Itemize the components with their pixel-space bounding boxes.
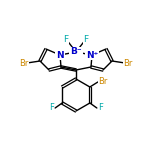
- Text: F: F: [63, 35, 69, 43]
- Text: F: F: [83, 35, 89, 43]
- Text: N: N: [56, 50, 64, 59]
- Text: Br: Br: [123, 59, 133, 67]
- Text: Br: Br: [98, 78, 108, 86]
- Text: B⁻: B⁻: [70, 47, 82, 57]
- Text: N⁺: N⁺: [86, 50, 98, 59]
- Text: F: F: [49, 104, 54, 112]
- Text: F: F: [98, 104, 103, 112]
- Text: Br: Br: [19, 59, 29, 67]
